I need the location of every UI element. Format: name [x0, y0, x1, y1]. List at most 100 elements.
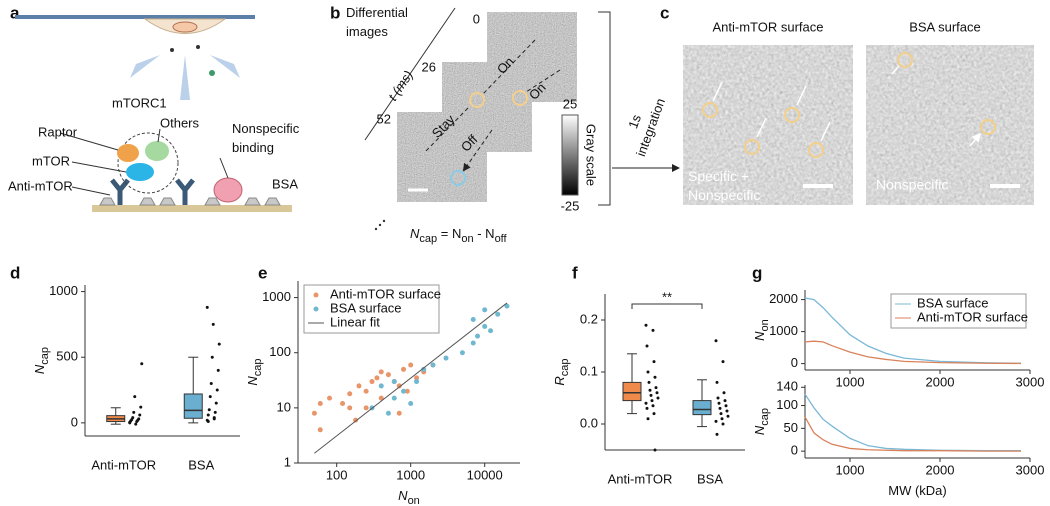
- panel-c: c Anti-mTOR surface BSA surface Specific…: [660, 3, 1034, 205]
- axis-label: Ncap: [32, 347, 50, 374]
- label: Nonspecific binding: [232, 121, 300, 155]
- point: [208, 395, 212, 399]
- scale-label: -25: [561, 198, 580, 213]
- point: [369, 379, 375, 385]
- legend-label: Linear fit: [330, 314, 380, 329]
- time-label: 52: [377, 111, 391, 126]
- y-tick-label: 1000: [262, 289, 291, 304]
- point: [482, 323, 488, 329]
- x-tick-label: Anti-mTOR: [608, 471, 673, 486]
- point: [391, 379, 397, 385]
- point: [482, 307, 488, 313]
- ellipsis: [382, 219, 386, 223]
- axis-label: Rcap: [552, 358, 570, 385]
- point: [495, 311, 501, 317]
- point: [644, 323, 648, 327]
- point: [401, 388, 407, 394]
- y-tick-label: 10: [277, 399, 291, 414]
- point: [385, 410, 391, 416]
- time-label: 26: [422, 59, 436, 74]
- y-tick-label: 100: [776, 397, 798, 412]
- point: [414, 379, 420, 385]
- line: [804, 340, 1022, 365]
- surface: [92, 205, 292, 212]
- point: [652, 360, 656, 364]
- bsa-blocks: [99, 197, 281, 206]
- panel-label: a: [10, 3, 20, 22]
- point: [646, 417, 650, 421]
- point: [721, 422, 725, 426]
- point: [714, 419, 718, 423]
- label: Anti-mTOR: [8, 178, 73, 193]
- label-sub: cap: [39, 347, 51, 365]
- point: [378, 383, 384, 389]
- box: [692, 400, 712, 416]
- point: [720, 417, 724, 421]
- point: [138, 413, 142, 417]
- point: [717, 401, 721, 405]
- image-title: Anti-mTOR surface: [712, 19, 823, 34]
- point: [356, 383, 362, 389]
- label-text: MW (kDa): [888, 483, 947, 498]
- significance-bracket: [631, 303, 703, 309]
- label-main: N: [752, 331, 767, 341]
- image: [396, 111, 488, 203]
- point: [645, 406, 649, 410]
- y-tick-label: 1000: [49, 283, 78, 298]
- image: [683, 45, 853, 205]
- axis-label: Non: [398, 488, 420, 506]
- point: [347, 405, 353, 411]
- x-tick-label: BSA: [188, 457, 214, 472]
- spot: [702, 102, 718, 118]
- point: [646, 370, 650, 374]
- point: [396, 383, 402, 389]
- x-tick-label: 100: [326, 467, 348, 482]
- point: [212, 417, 216, 421]
- bracket: [598, 11, 611, 206]
- point: [210, 355, 214, 359]
- glass: [15, 15, 255, 19]
- release-arrows: [130, 55, 240, 100]
- label: Raptor: [38, 124, 78, 139]
- y-tick-label: 0.0: [580, 415, 598, 430]
- point: [470, 340, 476, 346]
- spot: [808, 142, 824, 158]
- point: [134, 422, 138, 426]
- x-tick-label: 1000: [836, 462, 865, 477]
- line: [804, 393, 1021, 452]
- point: [721, 360, 725, 364]
- y-tick-label: 2000: [769, 291, 798, 306]
- point: [650, 399, 654, 403]
- point: [205, 305, 209, 309]
- label: Others: [160, 115, 200, 130]
- formula: Ncap = Non - Noff: [410, 226, 508, 244]
- point: [408, 362, 414, 368]
- point: [647, 380, 651, 384]
- point: [654, 386, 658, 390]
- point: [719, 412, 723, 416]
- time-axis: [364, 7, 456, 141]
- label-main: N: [398, 488, 408, 503]
- point: [215, 388, 219, 392]
- point: [653, 448, 657, 452]
- caption: Nonspecific: [876, 177, 948, 193]
- point: [207, 408, 211, 412]
- point: [401, 366, 407, 372]
- panel-label: b: [330, 3, 340, 22]
- panel-label: c: [660, 3, 669, 22]
- point: [131, 416, 135, 420]
- point: [725, 409, 729, 413]
- line: [804, 416, 1021, 452]
- x-tick-label: 3000: [1016, 374, 1045, 389]
- point: [137, 417, 141, 421]
- ellipsis: [374, 227, 378, 231]
- point: [211, 322, 215, 326]
- axis-label: MW (kDa): [888, 483, 947, 498]
- point: [363, 405, 369, 411]
- point: [645, 344, 649, 348]
- x-tick-label: 10000: [467, 467, 503, 482]
- y-tick-label: 1: [284, 454, 291, 469]
- panel-label: g: [752, 263, 762, 282]
- point: [378, 369, 384, 375]
